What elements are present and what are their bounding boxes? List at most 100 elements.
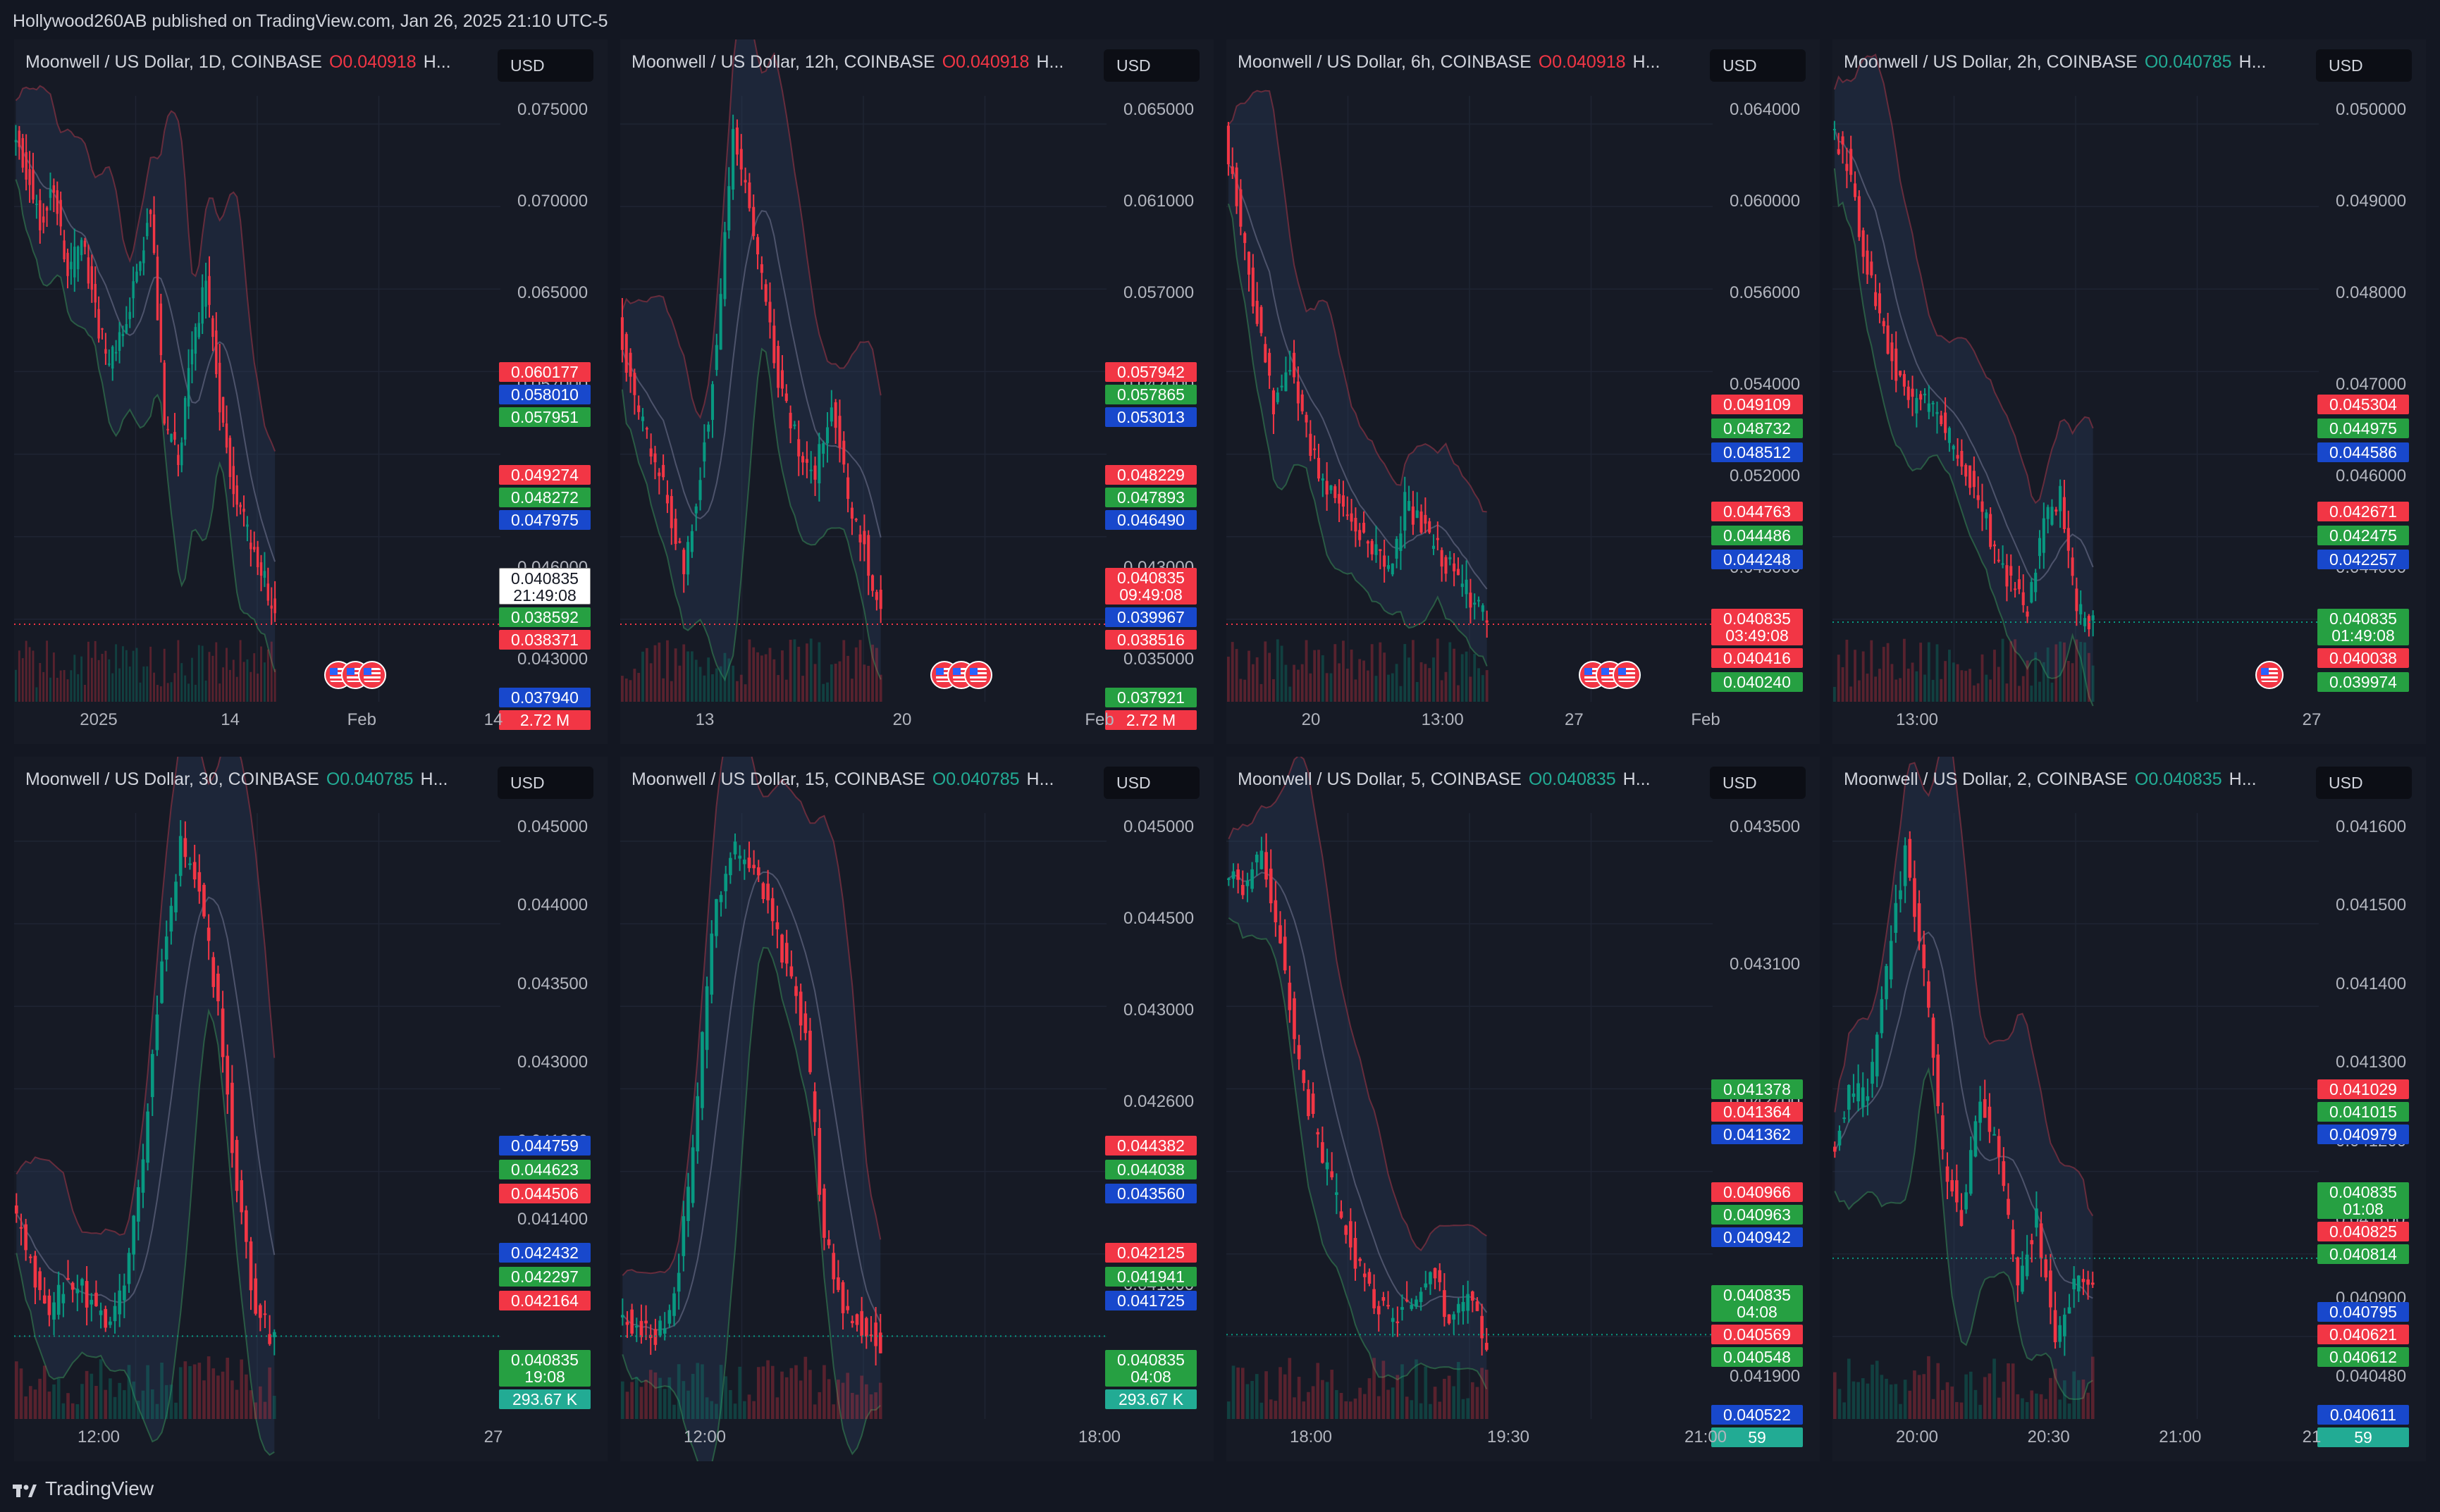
- candle: [1431, 534, 1436, 555]
- symbol-line: Moonwell / US Dollar, 5, COINBASE: [1238, 769, 1522, 789]
- price-label: 0.040611: [2317, 1405, 2409, 1425]
- currency-selector[interactable]: USD: [2316, 767, 2412, 799]
- candle: [166, 416, 169, 435]
- price-label-value: 0.040569: [1723, 1325, 1791, 1344]
- volume-bar: [1342, 640, 1345, 702]
- chart-panel[interactable]: Moonwell / US Dollar, 6h, COINBASE O0.040…: [1226, 39, 1820, 744]
- volume-bar: [2009, 641, 2013, 702]
- currency-selector[interactable]: USD: [1104, 49, 1200, 82]
- chart-panel[interactable]: Moonwell / US Dollar, 2, COINBASE O0.0408…: [1832, 757, 2426, 1461]
- price-label: 0.048512: [1711, 442, 1803, 462]
- candle: [70, 242, 73, 285]
- currency-selector[interactable]: USD: [1104, 767, 1200, 799]
- candle: [1288, 350, 1292, 376]
- candle: [2038, 530, 2042, 569]
- chart-panel[interactable]: Moonwell / US Dollar, 2h, COINBASE O0.040…: [1832, 39, 2426, 744]
- currency-selector[interactable]: USD: [498, 767, 593, 799]
- price-label-value: 0.044038: [1117, 1160, 1185, 1179]
- candle: [639, 1304, 643, 1344]
- candle: [797, 420, 801, 476]
- volume-bar: [1460, 654, 1464, 702]
- candle: [1311, 1082, 1315, 1118]
- candle: [164, 920, 168, 972]
- candle: [784, 929, 789, 977]
- candle: [132, 1215, 135, 1271]
- price-plot[interactable]: [14, 39, 608, 744]
- candle: [658, 1315, 662, 1338]
- volume-bar: [111, 673, 114, 702]
- candle: [707, 421, 710, 439]
- candle: [246, 516, 249, 542]
- chart-panel[interactable]: Moonwell / US Dollar, 15, COINBASE O0.040…: [620, 757, 1214, 1461]
- price-plot[interactable]: [620, 757, 1214, 1461]
- volume-bar: [1255, 1374, 1259, 1419]
- volume-bar: [2063, 1380, 2066, 1419]
- price-label-value: 2.72 M: [1126, 711, 1176, 729]
- candle: [239, 502, 242, 515]
- price-plot[interactable]: [1226, 39, 1820, 744]
- candle: [194, 323, 197, 371]
- currency-selector[interactable]: USD: [1710, 767, 1806, 799]
- volume-bar: [1861, 1378, 1865, 1419]
- volume-bar: [1362, 1394, 1367, 1419]
- candle: [822, 440, 825, 468]
- price-label-value: 0.042257: [2329, 550, 2397, 569]
- candle: [1485, 610, 1489, 638]
- candle: [752, 850, 756, 875]
- price-plot[interactable]: [1832, 39, 2426, 744]
- candle: [1386, 555, 1391, 572]
- chart-panel[interactable]: Moonwell / US Dollar, 12h, COINBASE O0.04…: [620, 39, 1214, 744]
- volume-bar: [2007, 1363, 2010, 1419]
- candle: [1358, 1257, 1362, 1267]
- currency-selector[interactable]: USD: [498, 49, 593, 82]
- candle: [183, 821, 187, 868]
- candle: [75, 1275, 80, 1312]
- candle: [813, 1082, 817, 1136]
- candle: [1997, 1129, 2001, 1175]
- volume-bar: [760, 655, 763, 702]
- candle: [76, 245, 80, 282]
- candle: [1944, 397, 1947, 440]
- volume-bar: [1906, 668, 1910, 702]
- volume-bar: [666, 640, 669, 702]
- us-flag-icon[interactable]: [964, 661, 992, 689]
- price-plot[interactable]: [1832, 757, 2426, 1461]
- countdown-label: 09:49:08: [1119, 585, 1183, 604]
- price-plot[interactable]: [14, 757, 608, 1461]
- x-tick-label: 13:00: [1895, 710, 1939, 729]
- us-flag-icon[interactable]: [358, 661, 386, 689]
- price-label-value: 0.040835: [2329, 1183, 2397, 1201]
- candle: [232, 447, 235, 507]
- currency-selector[interactable]: USD: [1710, 49, 1806, 82]
- volume-bar: [2016, 1394, 2020, 1419]
- chart-panel[interactable]: Moonwell / US Dollar, 30, COINBASE O0.040…: [14, 757, 608, 1461]
- price-label: 0.040038: [2317, 648, 2409, 668]
- volume-bar: [1475, 1387, 1479, 1419]
- price-label-value: 0.049274: [511, 466, 579, 484]
- bollinger-band: [16, 757, 275, 1456]
- price-label: 0.040835 19:08: [499, 1350, 591, 1387]
- candle: [1383, 539, 1386, 583]
- currency-selector[interactable]: USD: [2316, 49, 2412, 82]
- candle: [2087, 614, 2090, 637]
- volume-bar: [2001, 638, 2004, 702]
- candle: [197, 854, 202, 904]
- price-plot[interactable]: [620, 39, 1214, 744]
- candle: [80, 237, 83, 261]
- chart-panel[interactable]: Moonwell / US Dollar, 1D, COINBASE O0.040…: [14, 39, 608, 744]
- chart-panel[interactable]: Moonwell / US Dollar, 5, COINBASE O0.0408…: [1226, 757, 1820, 1461]
- volume-bar: [696, 1363, 700, 1419]
- candle: [851, 1315, 854, 1328]
- us-flag-icon[interactable]: [2255, 661, 2284, 689]
- price-label: 59: [1711, 1427, 1803, 1447]
- volume-bar: [830, 664, 833, 702]
- candle: [108, 349, 111, 367]
- candle: [187, 349, 190, 419]
- us-flag-icon[interactable]: [1613, 661, 1641, 689]
- candle: [855, 1313, 859, 1332]
- price-plot[interactable]: [1226, 757, 1820, 1461]
- candle: [240, 1170, 244, 1225]
- volume-bar: [1956, 664, 1959, 702]
- candle: [146, 1103, 149, 1171]
- candle: [180, 437, 183, 473]
